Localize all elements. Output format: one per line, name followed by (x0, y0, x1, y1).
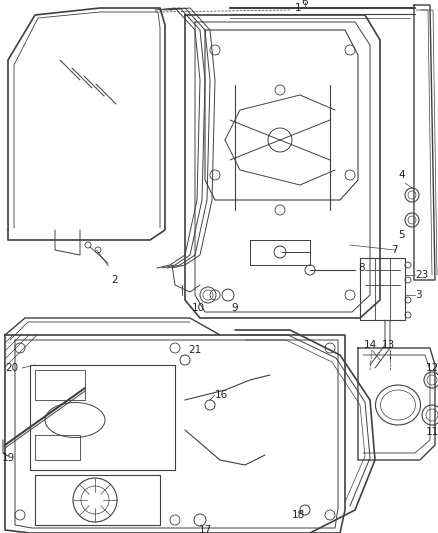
Text: 6: 6 (302, 0, 308, 7)
Text: 21: 21 (188, 345, 201, 355)
Text: 19: 19 (1, 453, 14, 463)
Text: 23: 23 (415, 270, 428, 280)
Text: 4: 4 (399, 170, 405, 180)
Text: 18: 18 (291, 510, 304, 520)
Text: 5: 5 (399, 230, 405, 240)
Text: 20: 20 (5, 363, 18, 373)
Text: 17: 17 (198, 525, 212, 533)
Text: 7: 7 (392, 245, 398, 255)
Text: 10: 10 (191, 303, 205, 313)
Text: 12: 12 (425, 363, 438, 373)
Text: 14: 14 (364, 340, 377, 350)
Text: 16: 16 (215, 390, 228, 400)
Text: 9: 9 (232, 303, 238, 313)
Text: 11: 11 (425, 427, 438, 437)
Text: 1: 1 (295, 3, 302, 13)
Text: 2: 2 (112, 275, 118, 285)
Text: 13: 13 (381, 340, 395, 350)
Text: 3: 3 (415, 290, 422, 300)
Text: 8: 8 (358, 263, 364, 273)
